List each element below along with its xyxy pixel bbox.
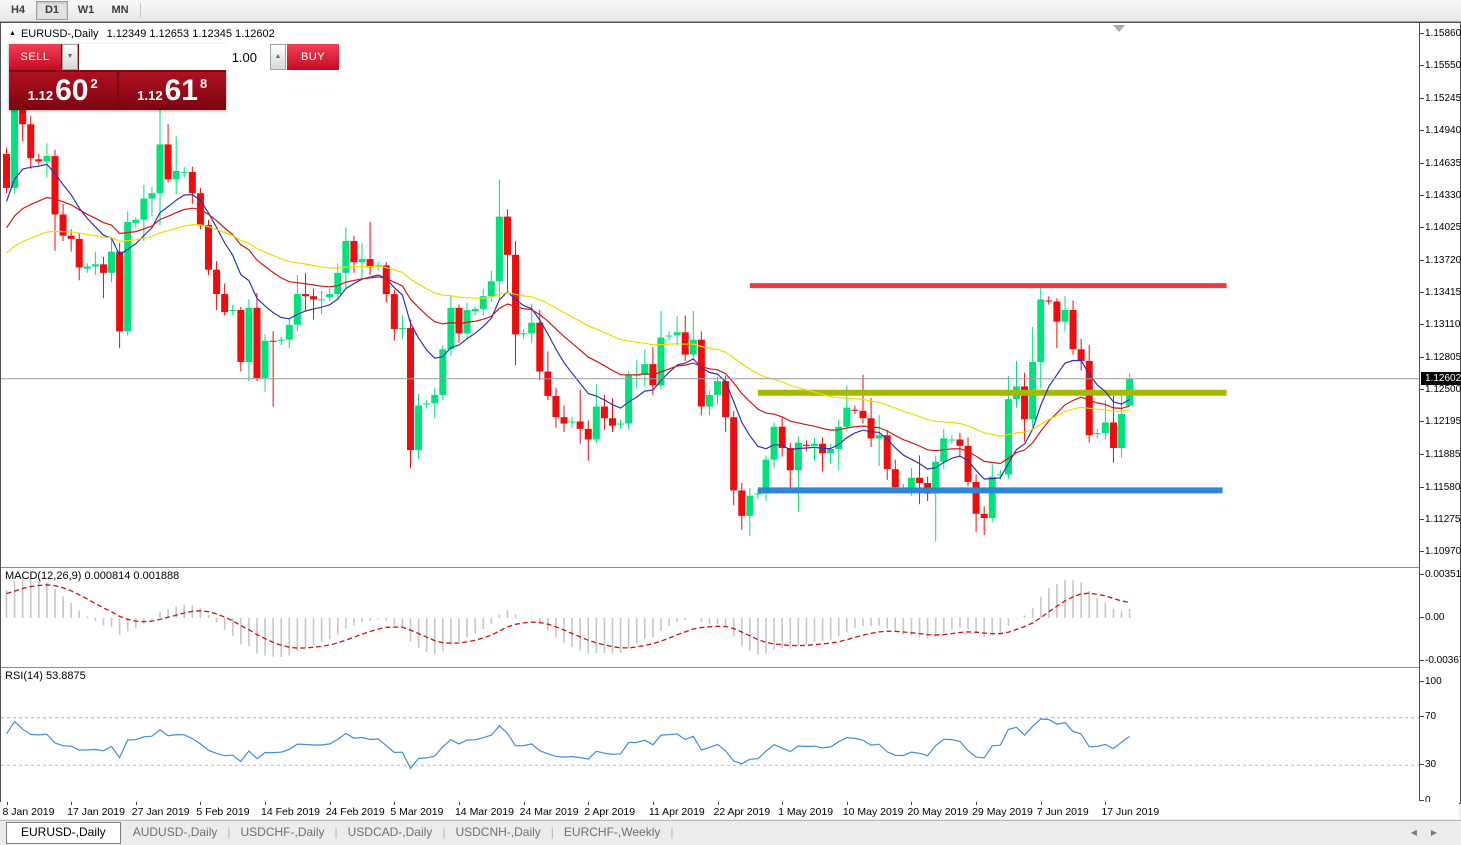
rsi-indicator-pane: RSI(14) 53.8875	[1, 667, 1419, 802]
date-tick-mark	[523, 802, 525, 805]
date-tick-mark	[6, 802, 8, 805]
one-click-trading-panel: SELL ▼ ▲ BUY 1.12 60 2 1.12 61 8	[9, 44, 339, 110]
date-tick-mark	[717, 802, 719, 805]
date-tick-label: 22 Apr 2019	[713, 806, 771, 818]
chart-tab-usdcnh-daily[interactable]: USDCNH-,Daily	[455, 825, 541, 839]
tab-scroll-arrows[interactable]: ◀▶	[1411, 828, 1451, 837]
macd-indicator-pane: MACD(12,26,9) 0.000814 0.001888	[1, 567, 1419, 668]
sell-price-point: 2	[90, 76, 98, 91]
date-tick-label: 5 Mar 2019	[390, 806, 444, 818]
buy-price-point: 8	[199, 76, 208, 91]
macd-label: MACD(12,26,9) 0.000814 0.001888	[5, 570, 180, 582]
sell-button[interactable]: SELL	[9, 44, 61, 70]
chart-title: ▲ EURUSD-,Daily 1.12349 1.12653 1.12345 1.…	[9, 28, 275, 40]
date-tick-label: 2 Apr 2019	[584, 806, 636, 818]
date-tick-mark	[329, 802, 331, 805]
chart-tab-bar: EURUSD-,Daily AUDUSD-,Daily | USDCHF-,Daily…	[0, 820, 1461, 845]
date-tick-mark	[1040, 802, 1042, 805]
date-tick-label: 17 Jun 2019	[1101, 806, 1160, 818]
date-tick-mark	[265, 802, 267, 805]
current-price-tag: 1.12602	[1421, 372, 1461, 386]
date-tick-mark	[846, 802, 848, 805]
date-tick-label: 24 Mar 2019	[519, 806, 579, 818]
buy-price-display[interactable]: 1.12 61 8	[118, 72, 226, 110]
price-chart-pane[interactable]: ▲ EURUSD-,Daily 1.12349 1.12653 1.12345 1.…	[1, 23, 1419, 567]
sell-price-base: 1.12	[27, 88, 54, 103]
rsi-chart	[1, 717, 1419, 770]
buy-button[interactable]: BUY	[287, 44, 339, 70]
date-tick-mark	[135, 802, 137, 805]
timeframe-toolbar: H4 D1 W1 MN	[0, 0, 1461, 22]
rsi-label: RSI(14) 53.8875	[5, 670, 86, 682]
chart-tab-usdchf-daily[interactable]: USDCHF-,Daily	[240, 825, 325, 839]
date-tick-label: 17 Jan 2019	[67, 806, 125, 818]
ohlc-values: 1.12349 1.12653 1.12345 1.12602	[106, 28, 275, 40]
date-tick-mark	[71, 802, 73, 805]
date-axis[interactable]: 8 Jan 2019 17 Jan 2019 27 Jan 2019 5 Feb 20…	[0, 802, 1459, 819]
chart-tab-usdcad-daily[interactable]: USDCAD-,Daily	[347, 825, 433, 839]
tab-divider: |	[227, 825, 231, 839]
sell-price-pips: 60	[55, 74, 89, 107]
chart-shift-marker-icon	[1113, 25, 1125, 32]
tab-divider: |	[442, 825, 446, 839]
candlestick-chart	[1, 49, 1419, 542]
date-tick-mark	[394, 802, 396, 805]
date-tick-mark	[652, 802, 654, 805]
price-axis[interactable]: 1.15860 1.15550 1.15245 1.14940 1.14635 1.143…	[1419, 23, 1461, 806]
date-tick-mark	[976, 802, 978, 805]
timeframe-button-w1[interactable]: W1	[77, 4, 95, 16]
date-tick-label: 14 Feb 2019	[261, 806, 321, 818]
date-tick-mark	[588, 802, 590, 805]
buy-price-base: 1.12	[137, 88, 163, 103]
chart-tab-eurusd-daily[interactable]: EURUSD-,Daily	[6, 822, 121, 844]
date-tick-label: 10 May 2019	[842, 806, 904, 818]
date-tick-label: 8 Jan 2019	[2, 806, 55, 818]
tab-scroll-left-icon[interactable]: ◀	[1410, 828, 1431, 837]
timeframe-button-mn[interactable]: MN	[111, 4, 129, 16]
date-tick-label: 1 May 2019	[778, 806, 834, 818]
date-tick-label: 11 Apr 2019	[648, 806, 705, 818]
macd-chart	[5, 577, 1131, 658]
date-tick-label: 14 Mar 2019	[454, 806, 514, 818]
buy-price-pips: 61	[164, 74, 198, 107]
date-tick-label: 27 Jan 2019	[131, 806, 190, 818]
symbol-period-label: EURUSD-,Daily	[20, 28, 99, 40]
date-tick-mark	[911, 802, 913, 805]
tab-divider: |	[670, 825, 674, 839]
tab-divider: |	[334, 825, 338, 839]
tab-scroll-right-icon[interactable]: ▶	[1430, 828, 1451, 837]
chart-window: ▲ EURUSD-,Daily 1.12349 1.12653 1.12345 1.…	[0, 22, 1461, 806]
timeframe-button-d1[interactable]: D1	[36, 1, 68, 20]
chart-tab-eurchf-weekly[interactable]: EURCHF-,Weekly	[563, 825, 661, 839]
toolbar-separator	[140, 3, 141, 18]
date-tick-mark	[458, 802, 460, 805]
volume-decrease-icon[interactable]: ▼	[62, 44, 78, 70]
tab-divider: |	[550, 825, 554, 839]
volume-input[interactable]	[79, 44, 269, 70]
chart-tab-audusd-daily[interactable]: AUDUSD-,Daily	[132, 825, 218, 839]
chart-collapse-icon[interactable]: ▲	[9, 30, 16, 37]
sell-price-display[interactable]: 1.12 60 2	[9, 72, 117, 110]
date-tick-label: 7 Jun 2019	[1036, 806, 1089, 818]
date-tick-mark	[200, 802, 202, 805]
date-tick-label: 29 May 2019	[972, 806, 1033, 818]
date-tick-label: 5 Feb 2019	[196, 806, 250, 818]
date-tick-label: 24 Feb 2019	[325, 806, 385, 818]
volume-increase-icon[interactable]: ▲	[270, 44, 286, 70]
date-tick-mark	[782, 802, 784, 805]
date-tick-label: 20 May 2019	[907, 806, 969, 818]
date-tick-mark	[1105, 802, 1107, 805]
timeframe-button-h4[interactable]: H4	[10, 4, 26, 16]
